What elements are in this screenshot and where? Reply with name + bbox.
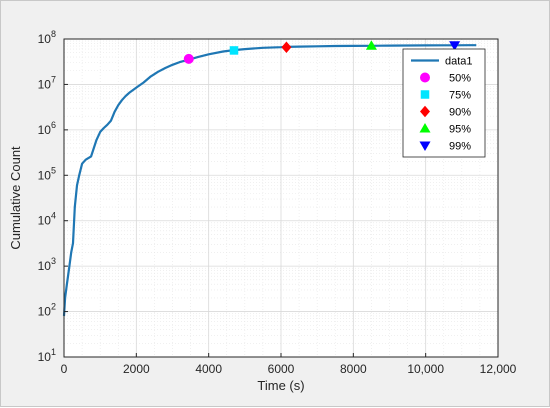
series-line-data1 — [62, 44, 477, 317]
y-axis-label: Cumulative Count — [8, 146, 23, 250]
legend-label: 99% — [449, 141, 471, 153]
y-tick-label: 108 — [38, 29, 56, 46]
legend-label: 75% — [449, 90, 471, 102]
marker-layer — [183, 40, 461, 64]
x-tick-label: 2000 — [123, 362, 150, 376]
legend-marker-90pct — [420, 105, 430, 118]
legend: data1 50% 75% 90% 95% 99% — [402, 48, 486, 158]
series-layer — [62, 44, 477, 317]
y-tick-label: 103 — [38, 256, 56, 273]
legend-box — [402, 48, 486, 158]
x-tick-label: 12,000 — [480, 362, 517, 376]
x-axis-ticks: 0 2000 4000 6000 8000 10,000 12,000 — [61, 353, 517, 376]
y-tick-label: 107 — [38, 74, 56, 91]
marker-95pct — [365, 40, 377, 50]
marker-99pct — [449, 41, 461, 51]
x-axis-label: Time (s) — [257, 378, 304, 393]
marker-75pct — [229, 46, 239, 55]
y-axis-ticks: 101 102 103 104 105 106 107 108 — [38, 29, 68, 364]
marker-90pct — [281, 41, 292, 53]
x-tick-label: 10,000 — [407, 362, 444, 376]
x-tick-label: 0 — [61, 362, 68, 376]
y-tick-label: 104 — [38, 211, 56, 228]
legend-marker-99pct — [419, 141, 431, 151]
legend-label: 50% — [449, 73, 471, 85]
legend-marker-75pct — [420, 90, 430, 99]
legend-marker-95pct — [419, 123, 431, 133]
legend-label: data1 — [445, 56, 473, 68]
legend-label: 90% — [449, 107, 471, 119]
y-tick-label: 105 — [38, 165, 56, 182]
x-tick-label: 6000 — [268, 362, 295, 376]
y-tick-label: 101 — [38, 347, 56, 364]
x-tick-label: 8000 — [340, 362, 367, 376]
y-tick-label: 102 — [38, 302, 56, 319]
marker-50pct — [183, 53, 194, 64]
y-tick-label: 106 — [38, 120, 56, 137]
legend-label: 95% — [449, 124, 471, 136]
legend-marker-50pct — [420, 72, 430, 83]
x-tick-label: 4000 — [195, 362, 222, 376]
